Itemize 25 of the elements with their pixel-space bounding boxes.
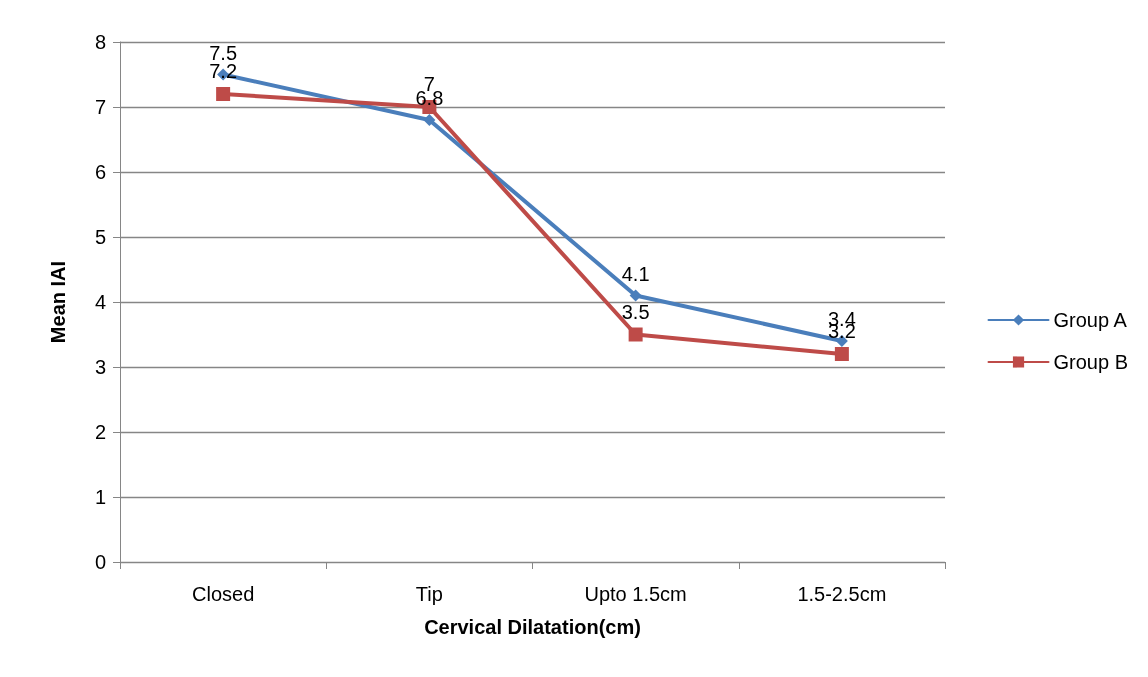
x-tick-label: 1.5-2.5cm [797,583,887,605]
y-tick-label: 7 [94,96,106,118]
y-tick-label: 8 [94,31,106,53]
point [423,114,436,126]
y-tick-label: 6 [94,161,106,183]
y-tick-label: 4 [94,291,106,313]
point [216,87,231,101]
point [628,327,643,342]
y-axis-title: Mean IAI [47,260,69,344]
y-tick-label: 1 [94,486,106,508]
x-tick-label: Upto 1.5cm [584,583,687,605]
data-label: 4.1 [621,262,650,285]
y-tick-label: 3 [94,356,106,378]
x-axis-title: Cervical Dilatation(cm) [424,616,641,638]
data-label: 7.5 [209,41,238,64]
y-tick-label: 5 [94,226,106,248]
legend-label: Group A [1053,309,1128,331]
legend-label: Group B [1053,351,1128,373]
point [629,289,642,302]
x-tick-label: Closed [191,583,255,605]
data-label: 3.5 [621,300,650,323]
y-tick-label: 2 [94,421,106,443]
point [834,347,849,361]
y-tick-label: 0 [94,551,106,573]
x-tick-label: Tip [415,583,443,605]
